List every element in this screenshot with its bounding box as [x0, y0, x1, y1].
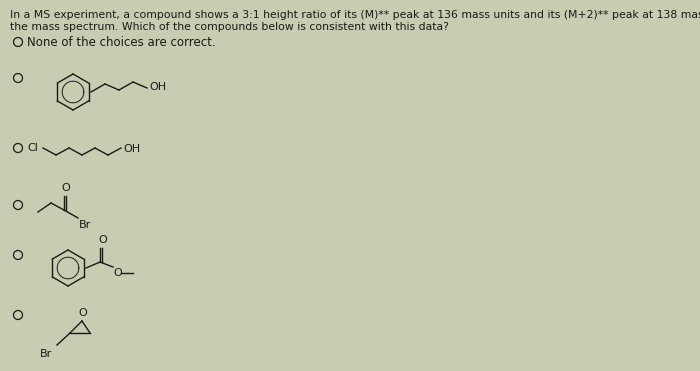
- Text: O: O: [78, 308, 87, 318]
- Text: In a MS experiment, a compound shows a 3:1 height ratio of its (M)** peak at 136: In a MS experiment, a compound shows a 3…: [10, 10, 700, 20]
- Text: the mass spectrum. Which of the compounds below is consistent with this data?: the mass spectrum. Which of the compound…: [10, 22, 449, 32]
- Text: None of the choices are correct.: None of the choices are correct.: [27, 36, 216, 49]
- Text: O: O: [98, 235, 106, 245]
- Text: O: O: [61, 183, 70, 193]
- Text: O: O: [113, 268, 122, 278]
- Text: Br: Br: [79, 220, 91, 230]
- Text: OH: OH: [149, 82, 166, 92]
- Text: Cl: Cl: [27, 143, 38, 153]
- Text: OH: OH: [123, 144, 140, 154]
- Text: Br: Br: [40, 349, 52, 359]
